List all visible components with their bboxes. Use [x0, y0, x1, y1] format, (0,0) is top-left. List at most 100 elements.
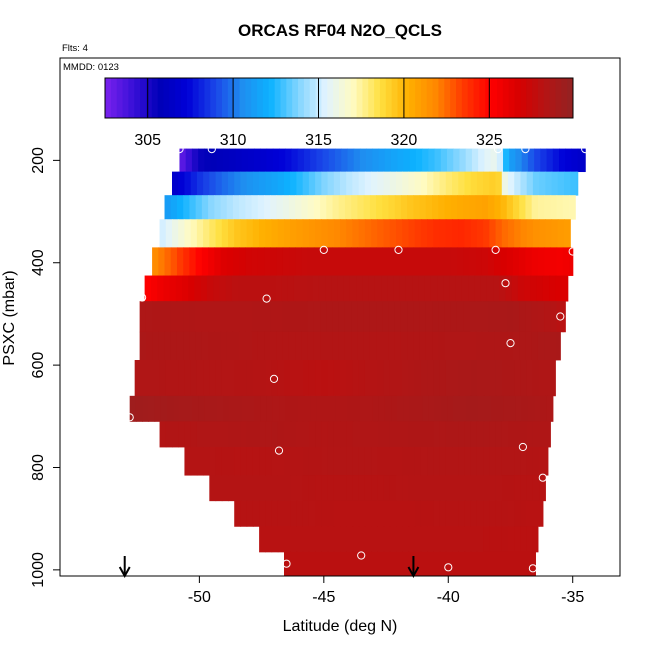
y-tick-label: 1000 — [30, 552, 47, 588]
heatmap-cell — [315, 219, 322, 248]
heatmap-cell — [265, 360, 273, 397]
heatmap-cell — [397, 148, 405, 173]
heatmap-cell — [277, 360, 285, 397]
heatmap-cell — [512, 247, 520, 276]
heatmap-cell — [500, 301, 508, 333]
heatmap-cell — [470, 475, 478, 502]
heatmap-cell — [310, 395, 317, 422]
heatmap-cell — [176, 247, 184, 276]
heatmap-cell — [495, 526, 503, 553]
heatmap-cell — [470, 447, 478, 476]
heatmap-cell — [399, 275, 407, 302]
colorbar-cell — [508, 78, 515, 118]
heatmap-cell — [272, 148, 280, 173]
heatmap-cell — [190, 171, 198, 196]
heatmap-cell — [469, 331, 477, 361]
heatmap-cell — [434, 148, 442, 173]
heatmap-cell — [352, 447, 360, 476]
heatmap-cell — [290, 447, 298, 476]
heatmap-cell — [439, 360, 447, 397]
heatmap-cell — [189, 331, 197, 361]
colorbar-cell — [461, 78, 469, 118]
heatmap-cell — [327, 447, 335, 476]
heatmap-cell — [340, 475, 347, 502]
heatmap-cell — [184, 360, 192, 397]
heatmap-cell — [165, 219, 173, 248]
heatmap-cell — [496, 148, 504, 173]
heatmap-cell — [338, 331, 346, 361]
heatmap-cell — [562, 247, 570, 276]
heatmap-cell — [351, 301, 359, 333]
heatmap-cell — [532, 526, 539, 553]
colorbar-cell — [526, 78, 533, 118]
heatmap-cell — [302, 421, 310, 448]
heatmap-cell — [550, 331, 558, 361]
heatmap-cell — [308, 447, 316, 476]
heatmap-cell — [464, 475, 472, 502]
heatmap-cell — [568, 195, 576, 220]
heatmap-cell — [413, 247, 421, 276]
heatmap-cell — [556, 331, 561, 361]
heatmap-cell — [139, 331, 147, 361]
colorbar-cell — [204, 78, 211, 118]
heatmap-cell — [476, 171, 484, 196]
heatmap-cell — [220, 195, 228, 220]
heatmap-cell — [427, 526, 434, 553]
heatmap-cell — [520, 360, 528, 397]
heatmap-cell — [159, 219, 167, 248]
heatmap-cell — [464, 500, 472, 527]
heatmap-cell — [252, 475, 260, 502]
heatmap-cell — [191, 148, 199, 173]
colorbar-cell — [368, 78, 375, 118]
heatmap-cell — [190, 219, 198, 248]
heatmap-cell — [346, 551, 354, 576]
heatmap-cell — [301, 301, 309, 333]
heatmap-cell — [352, 551, 360, 576]
colorbar-cell — [175, 78, 182, 118]
heatmap-cell — [489, 219, 497, 248]
heatmap-cell — [464, 421, 472, 448]
heatmap-cell — [476, 475, 484, 502]
heatmap-cell — [525, 331, 533, 361]
heatmap-cell — [220, 247, 228, 276]
heatmap-cell — [190, 360, 198, 397]
heatmap-cell — [420, 526, 428, 553]
heatmap-cell — [232, 247, 240, 276]
heatmap-cell — [377, 475, 385, 502]
heatmap-cell — [508, 421, 515, 448]
observation-point — [262, 294, 271, 303]
heatmap-cell — [364, 360, 372, 397]
heatmap-cell — [296, 171, 304, 196]
heatmap-cell — [369, 301, 377, 333]
heatmap-cell — [201, 331, 209, 361]
heatmap-cell — [297, 395, 305, 422]
heatmap-cell — [550, 195, 558, 220]
heatmap-cell — [308, 360, 316, 397]
heatmap-cell — [234, 447, 242, 476]
heatmap-cell — [515, 395, 523, 422]
heatmap-cell — [246, 500, 254, 527]
heatmap-cell — [366, 148, 373, 173]
heatmap-cell — [335, 148, 342, 173]
heatmap-cell — [340, 526, 347, 553]
heatmap-cell — [260, 395, 268, 422]
heatmap-cell — [276, 247, 284, 276]
observation-point — [269, 374, 279, 383]
heatmap-cell — [414, 500, 422, 527]
heatmap-cell — [240, 447, 248, 476]
heatmap-cell — [501, 526, 509, 553]
heatmap-cell — [501, 219, 509, 248]
heatmap-cell — [495, 475, 503, 502]
heatmap-cell — [338, 301, 346, 333]
heatmap-cell — [344, 247, 352, 276]
heatmap-cell — [381, 275, 388, 302]
heatmap-cell — [154, 395, 162, 422]
heatmap-cell — [183, 331, 191, 361]
heatmap-cell — [378, 395, 386, 422]
heatmap-cell — [570, 171, 578, 196]
heatmap-cell — [200, 275, 208, 302]
heatmap-cell — [194, 275, 202, 302]
heatmap-cell — [331, 275, 339, 302]
heatmap-cell — [252, 421, 260, 448]
heatmap-cell — [159, 421, 167, 448]
